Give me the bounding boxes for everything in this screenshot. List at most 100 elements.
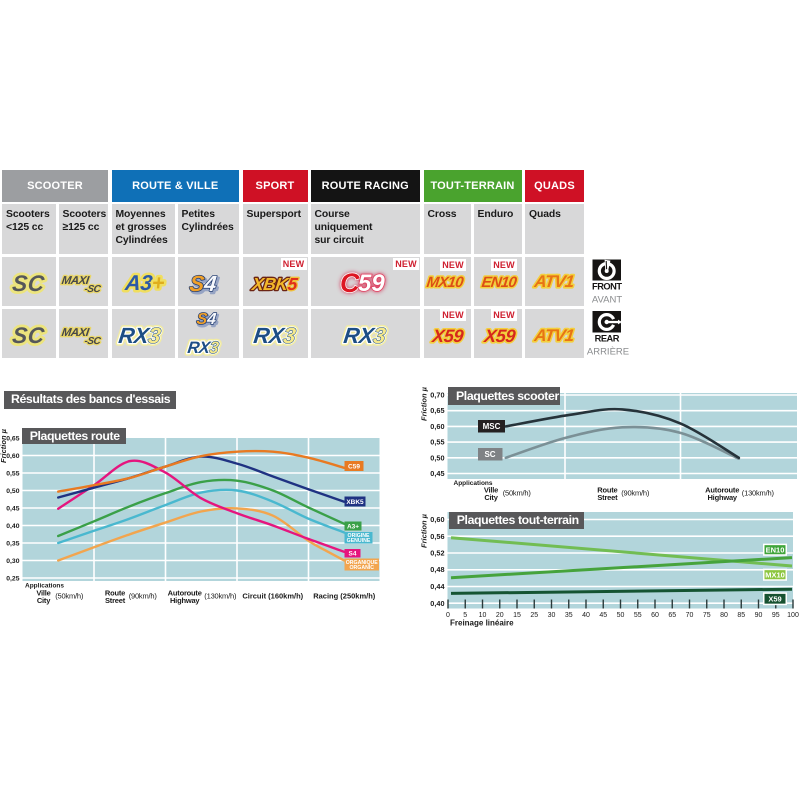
svg-text:Ville: Ville	[36, 589, 50, 598]
svg-text:0,45: 0,45	[6, 505, 19, 512]
svg-text:25: 25	[530, 612, 538, 619]
svg-text:RX3: RX3	[252, 323, 298, 348]
svg-text:S4: S4	[190, 273, 220, 296]
svg-text:100: 100	[787, 612, 799, 619]
svg-text:EN10: EN10	[481, 274, 519, 291]
svg-text:MAXI: MAXI	[61, 275, 91, 287]
svg-text:0: 0	[446, 612, 450, 619]
svg-text:RX3: RX3	[187, 338, 221, 357]
svg-text:0,50: 0,50	[6, 488, 19, 495]
svg-text:(90km/h): (90km/h)	[129, 592, 158, 601]
svg-text:S4: S4	[197, 312, 219, 330]
svg-text:RX3: RX3	[187, 338, 221, 357]
svg-text:85: 85	[737, 612, 745, 619]
svg-text:A3+: A3+	[123, 270, 166, 295]
svg-text:X59: X59	[430, 326, 464, 346]
svg-text:Friction µ: Friction µ	[0, 428, 8, 463]
svg-text:5: 5	[463, 612, 467, 619]
svg-text:Freinage linéaire: Freinage linéaire	[450, 619, 514, 628]
svg-text:0,65: 0,65	[430, 406, 444, 415]
svg-text:90: 90	[755, 612, 763, 619]
svg-text:MAXI: MAXI	[61, 327, 91, 339]
svg-text:RX3: RX3	[342, 323, 388, 348]
svg-text:RX3: RX3	[187, 338, 221, 357]
svg-text:0,40: 0,40	[6, 523, 19, 530]
svg-text:50: 50	[617, 612, 625, 619]
svg-text:Route: Route	[105, 589, 125, 598]
svg-text:0,50: 0,50	[430, 453, 444, 462]
svg-text:(130km/h): (130km/h)	[742, 489, 775, 498]
svg-text:45: 45	[599, 612, 607, 619]
svg-text:EN10: EN10	[766, 545, 785, 554]
svg-text:XBK5: XBK5	[250, 274, 299, 294]
svg-text:SC: SC	[11, 323, 46, 348]
svg-text:RX3: RX3	[252, 323, 298, 348]
svg-text:City: City	[37, 596, 51, 605]
svg-text:Racing (250km/h): Racing (250km/h)	[313, 592, 376, 601]
svg-text:60: 60	[651, 612, 659, 619]
svg-text:ORIGINE: ORIGINE	[348, 533, 370, 539]
svg-text:10: 10	[479, 612, 487, 619]
svg-text:Autoroute: Autoroute	[168, 589, 202, 598]
svg-text:20: 20	[496, 612, 504, 619]
svg-text:Applications: Applications	[25, 583, 64, 590]
svg-text:C59: C59	[348, 463, 360, 470]
svg-text:ARRIÈRE: ARRIÈRE	[587, 347, 629, 358]
svg-text:0,44: 0,44	[430, 582, 445, 591]
svg-text:40: 40	[582, 612, 590, 619]
svg-text:0,25: 0,25	[6, 575, 19, 582]
svg-text:X59: X59	[768, 594, 781, 603]
svg-text:0,55: 0,55	[6, 470, 19, 477]
svg-text:-SC: -SC	[84, 284, 102, 295]
svg-text:MSC: MSC	[483, 422, 501, 431]
svg-text:80: 80	[720, 612, 728, 619]
svg-text:(50km/h): (50km/h)	[503, 489, 532, 498]
svg-text:70: 70	[686, 612, 694, 619]
svg-text:ATV1: ATV1	[532, 272, 575, 291]
svg-text:Route: Route	[597, 486, 617, 495]
svg-text:RX3: RX3	[117, 323, 163, 348]
svg-text:XBK5: XBK5	[346, 499, 364, 506]
svg-text:MX10: MX10	[426, 274, 465, 291]
svg-text:Street: Street	[105, 596, 126, 605]
svg-text:0,56: 0,56	[430, 532, 444, 541]
svg-text:0,52: 0,52	[430, 549, 444, 558]
svg-text:65: 65	[668, 612, 676, 619]
svg-text:S4: S4	[196, 310, 218, 328]
svg-text:AVANT: AVANT	[592, 295, 622, 306]
svg-text:A3+: A3+	[347, 523, 359, 530]
svg-text:(90km/h): (90km/h)	[621, 489, 650, 498]
svg-text:MX10: MX10	[765, 570, 785, 579]
svg-text:30: 30	[548, 612, 556, 619]
svg-text:RX3: RX3	[117, 323, 163, 348]
svg-text:City: City	[484, 493, 498, 502]
svg-text:Highway: Highway	[170, 596, 200, 605]
svg-text:Highway: Highway	[707, 493, 737, 502]
svg-text:35: 35	[565, 612, 573, 619]
svg-text:ATV1: ATV1	[532, 326, 575, 345]
svg-text:FRONT: FRONT	[592, 282, 622, 292]
svg-text:S4: S4	[188, 271, 218, 296]
svg-text:Applications: Applications	[454, 480, 493, 487]
svg-text:ORGANIC: ORGANIC	[350, 565, 375, 571]
svg-text:0,35: 0,35	[6, 540, 19, 547]
svg-text:0,70: 0,70	[430, 391, 444, 400]
svg-text:0,60: 0,60	[6, 453, 19, 460]
svg-text:(130km/h): (130km/h)	[204, 592, 237, 601]
svg-text:GENUINE: GENUINE	[347, 538, 371, 544]
svg-text:Autoroute: Autoroute	[705, 486, 739, 495]
svg-text:(50km/h): (50km/h)	[55, 592, 84, 601]
svg-text:95: 95	[772, 612, 780, 619]
svg-text:0,55: 0,55	[430, 438, 444, 447]
svg-text:REAR: REAR	[595, 334, 620, 344]
svg-text:75: 75	[703, 612, 711, 619]
svg-text:Friction µ: Friction µ	[420, 513, 429, 548]
svg-text:0,60: 0,60	[430, 422, 444, 431]
svg-text:59: 59	[358, 270, 385, 297]
svg-text:Circuit (160km/h): Circuit (160km/h)	[242, 592, 303, 601]
svg-text:Friction µ: Friction µ	[420, 386, 429, 421]
svg-text:C: C	[340, 268, 360, 298]
svg-text:RX3: RX3	[252, 323, 298, 348]
svg-text:RX3: RX3	[342, 323, 388, 348]
svg-text:0,48: 0,48	[430, 565, 444, 574]
